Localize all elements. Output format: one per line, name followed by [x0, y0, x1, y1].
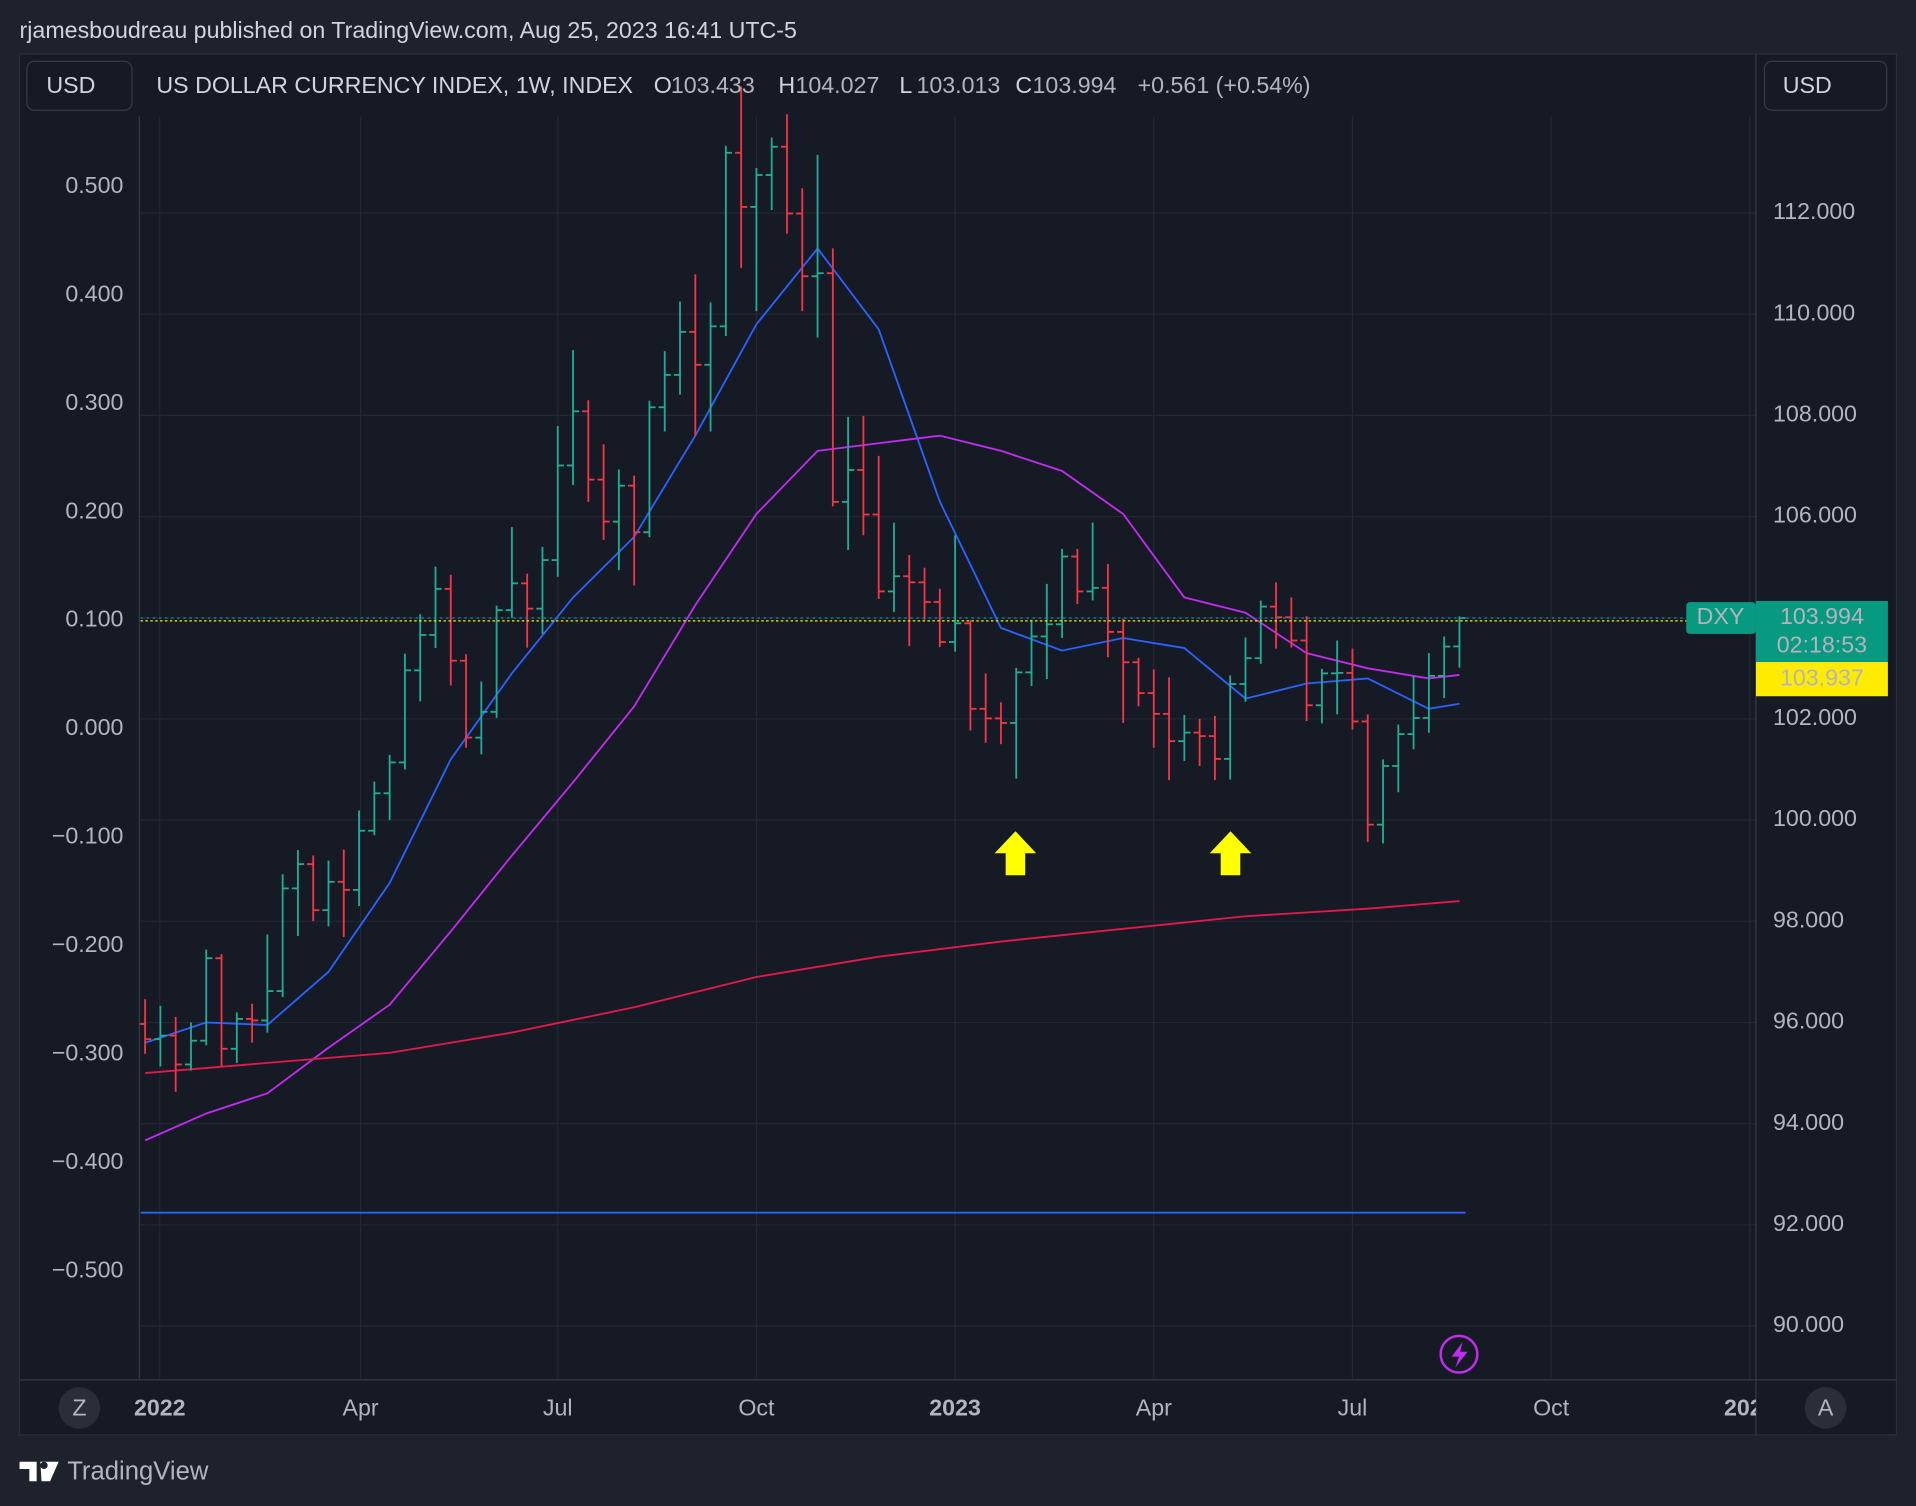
- y2-tick-label: −0.200: [52, 931, 124, 957]
- legend-h: H: [778, 72, 795, 98]
- legend-l: L: [899, 72, 912, 98]
- logo-mark: [19, 1461, 59, 1482]
- y2-tick-label: −0.400: [52, 1148, 124, 1174]
- x-tick-label: Oct: [738, 1394, 775, 1420]
- y-tick-label: 110.000: [1773, 299, 1855, 325]
- countdown-label: 02:18:53: [1777, 631, 1867, 657]
- y-tick-label: 98.000: [1773, 906, 1844, 932]
- currency-right[interactable]: USD: [1783, 72, 1832, 98]
- last-price-label: 103.994: [1780, 603, 1864, 629]
- legend-open: 103.433: [671, 72, 755, 98]
- auto-button[interactable]: [1804, 1387, 1847, 1429]
- x-tick-label: Apr: [343, 1394, 379, 1420]
- x-tick-label: Jul: [1338, 1394, 1368, 1420]
- moving-average: [144, 434, 1460, 1142]
- y2-tick-label: −0.500: [52, 1256, 124, 1282]
- legend-low: 103.013: [916, 72, 1000, 98]
- x-tick-label: Oct: [1533, 1394, 1570, 1420]
- zoom-button[interactable]: [58, 1387, 101, 1429]
- auto-label[interactable]: A: [1818, 1394, 1834, 1420]
- legend-o: O: [654, 72, 672, 98]
- y-tick-label: 100.000: [1773, 805, 1857, 831]
- chart-panel: [18, 53, 1898, 1436]
- y2-tick-label: 0.400: [65, 280, 123, 306]
- x-tick-label: 2023: [929, 1394, 981, 1420]
- x-axis-labels: 2022 Apr Jul Oct 2023 Apr Jul Oct 2024: [134, 1394, 1776, 1420]
- y2-tick-label: 0.100: [65, 606, 123, 632]
- y2-tick-label: 0.300: [65, 389, 123, 415]
- logo-dot: [40, 1461, 48, 1470]
- symbol-tag: [1686, 602, 1756, 634]
- x-tick-label: 2024: [1724, 1394, 1776, 1420]
- y-tick-label: 94.000: [1773, 1109, 1844, 1135]
- y-tick-label: 106.000: [1773, 502, 1857, 528]
- y2-tick-label: −0.100: [52, 823, 124, 849]
- y-tick-label: 112.000: [1773, 198, 1855, 224]
- y-tick-label: 90.000: [1773, 1311, 1844, 1337]
- legend-close: 103.994: [1033, 72, 1117, 98]
- alert-icon: [1451, 1341, 1468, 1368]
- x-tick-label: Apr: [1136, 1394, 1172, 1420]
- x-tick-label: 2022: [134, 1394, 186, 1420]
- legend-change: +0.561 (+0.54%): [1138, 72, 1311, 98]
- logo-text: TradingView: [67, 1458, 209, 1486]
- last-price-tag: [1755, 600, 1888, 663]
- y-tick-label: 102.000: [1773, 704, 1857, 730]
- marker-price-tag: [1755, 662, 1888, 697]
- legend-c: C: [1015, 72, 1032, 98]
- arrow-annotation: [994, 831, 1037, 876]
- y2-tick-label: 0.200: [65, 497, 123, 523]
- x-tick-label: Jul: [543, 1394, 573, 1420]
- y2-tick-label: −0.300: [52, 1040, 124, 1066]
- y2-tick-label: 0.000: [65, 714, 123, 740]
- plot-area: 90.000 92.000 94.000 96.000 98.000 100.000 102…: [52, 86, 1857, 1379]
- alert-button[interactable]: [1439, 1334, 1479, 1374]
- legend-high: 104.027: [795, 72, 879, 98]
- arrow-annotation: [1209, 831, 1252, 876]
- y2-tick-label: 0.500: [65, 172, 123, 198]
- symbol-label: DXY: [1697, 603, 1745, 629]
- y-tick-label: 96.000: [1773, 1008, 1844, 1034]
- publisher-line: rjamesboudreau published on TradingView.…: [20, 17, 797, 43]
- marker-price-label: 103.937: [1780, 664, 1864, 690]
- y-tick-label: 108.000: [1773, 400, 1857, 426]
- y-tick-label: 92.000: [1773, 1210, 1844, 1236]
- zoom-label[interactable]: Z: [72, 1394, 86, 1420]
- legend-title: US DOLLAR CURRENCY INDEX, 1W, INDEX: [156, 72, 633, 98]
- moving-average: [145, 900, 1460, 1074]
- currency-left[interactable]: USD: [46, 72, 95, 98]
- currency-button[interactable]: [1763, 60, 1888, 111]
- currency-button[interactable]: [26, 60, 133, 111]
